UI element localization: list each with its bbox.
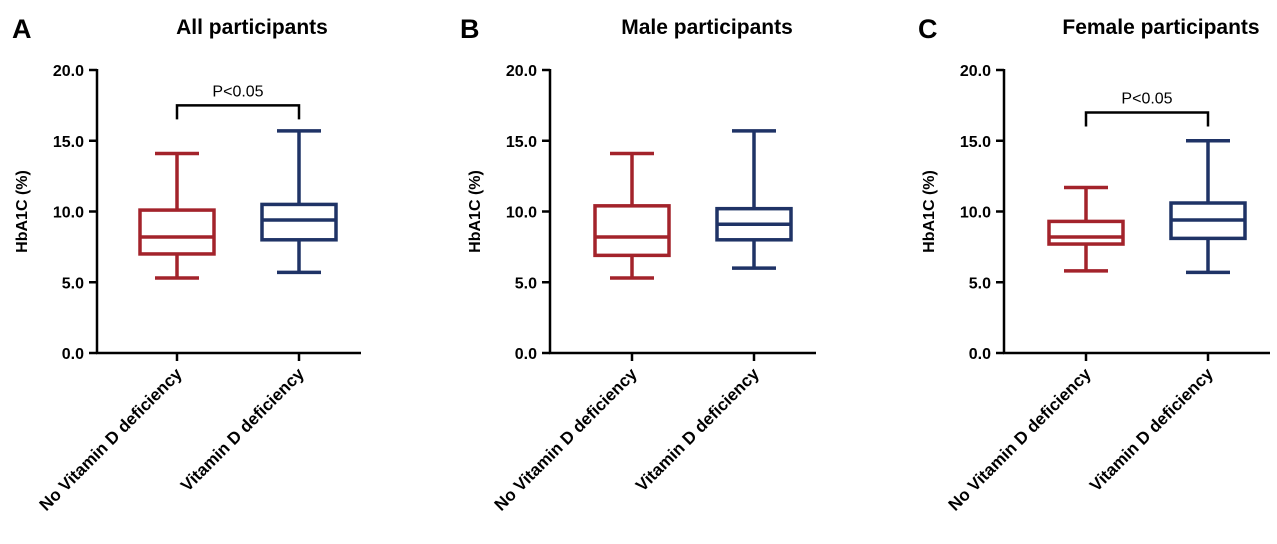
significance-label: P<0.05	[1121, 90, 1172, 107]
y-tick-label: 5.0	[62, 275, 84, 292]
y-tick-label: 10.0	[960, 205, 991, 222]
panel-letter: C	[918, 14, 938, 44]
box-no-vitamin-d-deficiency	[138, 151, 216, 280]
y-axis-label: HbA1C (%)	[14, 170, 31, 253]
y-tick-label: 10.0	[506, 205, 537, 222]
y-tick-label: 15.0	[53, 134, 84, 151]
x-category-label: Vitamin D deficiency	[632, 364, 763, 495]
box-vitamin-d-deficiency	[715, 129, 793, 270]
x-category-label: Vitamin D deficiency	[177, 364, 308, 495]
box-iqr	[1047, 219, 1125, 246]
y-axis-label: HbA1C (%)	[921, 170, 938, 253]
y-tick-label: 20.0	[960, 63, 991, 80]
y-tick-label: 0.0	[515, 346, 537, 363]
box-no-vitamin-d-deficiency	[1047, 185, 1125, 273]
panel-title: Female participants	[1062, 16, 1259, 39]
y-tick-label: 5.0	[515, 275, 537, 292]
panel-title: Male participants	[621, 16, 793, 39]
x-category-label: No Vitamin D deficiency	[36, 364, 187, 515]
x-category-label: Vitamin D deficiency	[1086, 364, 1217, 495]
box-iqr	[138, 208, 216, 256]
y-tick-label: 20.0	[506, 63, 537, 80]
significance-label: P<0.05	[212, 83, 263, 100]
y-tick-label: 10.0	[53, 205, 84, 222]
panel-a: A All participants HbA1C (%) 0.0 5.0 10.0 15.0…	[12, 14, 361, 515]
y-tick-label: 0.0	[969, 346, 991, 363]
panel-b: B Male participants HbA1C (%) 0.0 5.0 10.0 15.…	[460, 14, 816, 515]
y-tick-label: 15.0	[506, 134, 537, 151]
y-tick-label: 20.0	[53, 63, 84, 80]
box-vitamin-d-deficiency	[260, 129, 338, 275]
significance-bracket	[175, 104, 301, 120]
y-tick-label: 0.0	[62, 346, 84, 363]
panel-letter: A	[12, 14, 32, 44]
box-vitamin-d-deficiency	[1169, 139, 1247, 275]
x-category-label: No Vitamin D deficiency	[945, 364, 1096, 515]
panel-title: All participants	[176, 16, 328, 39]
panel-c: C Female participants HbA1C (%) 0.0 5.0 10.0 1…	[918, 14, 1270, 515]
box-iqr	[593, 204, 671, 258]
y-axis-label: HbA1C (%)	[467, 170, 484, 253]
y-tick-label: 15.0	[960, 134, 991, 151]
y-tick-label: 5.0	[969, 275, 991, 292]
panel-letter: B	[460, 14, 480, 44]
box-iqr	[260, 202, 338, 242]
box-no-vitamin-d-deficiency	[593, 151, 671, 280]
significance-bracket	[1084, 111, 1210, 127]
x-category-label: No Vitamin D deficiency	[491, 364, 642, 515]
